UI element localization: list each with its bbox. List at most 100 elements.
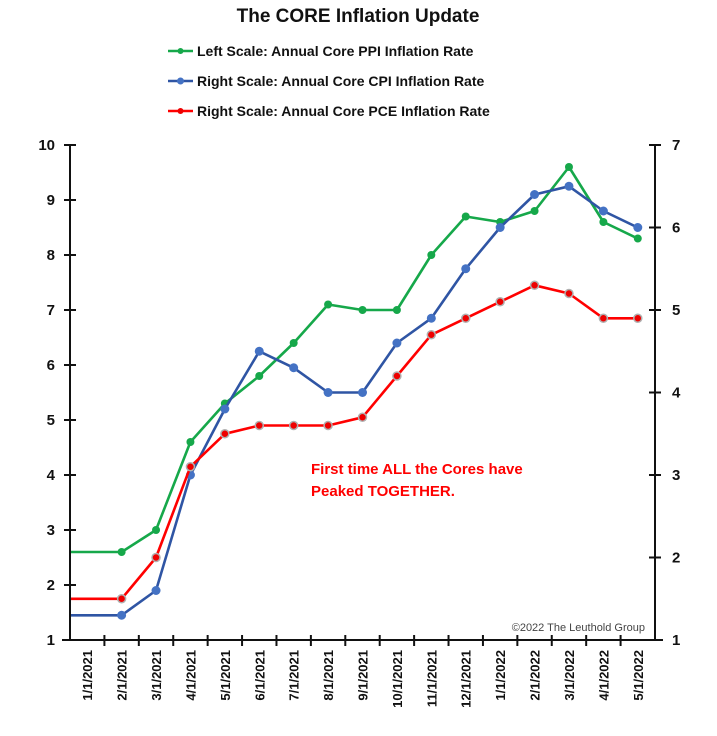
x-tick-label: 10/1/2021 (390, 650, 405, 708)
data-point (117, 610, 127, 620)
right-tick-label: 7 (672, 137, 680, 154)
x-tick-label: 2/1/2021 (115, 650, 130, 701)
data-point (220, 429, 230, 439)
x-tick-label: 3/1/2022 (562, 650, 577, 701)
annotation-line-2: Peaked TOGETHER. (311, 483, 455, 500)
data-point (633, 223, 643, 232)
x-tick-label: 8/1/2021 (321, 650, 336, 701)
legend-label: Right Scale: Annual Core PCE Inflation R… (197, 103, 490, 119)
left-tick-label: 9 (47, 192, 55, 209)
right-tick-label: 2 (672, 550, 680, 567)
copyright-credit: ©2022 The Leuthold Group (512, 622, 645, 634)
x-tick-label: 9/1/2021 (356, 650, 371, 701)
data-point (460, 313, 471, 323)
data-point (324, 300, 333, 309)
data-point (186, 438, 195, 446)
data-point (530, 190, 540, 199)
data-point (116, 594, 127, 604)
data-point (529, 280, 540, 290)
left-tick-label: 8 (47, 247, 55, 264)
x-tick-label: 2/1/2022 (528, 650, 543, 701)
data-point (220, 404, 230, 414)
data-point (357, 412, 368, 422)
data-point (151, 586, 161, 595)
right-tick-label: 5 (672, 302, 680, 319)
x-tick-label: 7/1/2021 (287, 650, 302, 701)
right-tick-label: 1 (672, 632, 680, 649)
legend-swatch-marker (177, 77, 184, 85)
annotation-line-1: First time ALL the Cores have (311, 461, 523, 478)
data-point (530, 207, 539, 215)
left-tick-label: 3 (47, 522, 55, 539)
left-tick-label: 4 (47, 467, 56, 484)
data-point (461, 212, 470, 221)
data-point (117, 548, 126, 556)
data-point (358, 388, 367, 397)
series-core-cpi (71, 181, 643, 620)
data-point (289, 363, 299, 373)
x-tick-label: 4/1/2022 (596, 650, 611, 701)
x-tick-label: 1/1/2022 (493, 650, 508, 701)
x-tick-label: 1/1/2021 (80, 650, 95, 701)
data-point (323, 420, 333, 431)
series-core-ppi (71, 163, 642, 556)
data-point (255, 372, 264, 380)
legend-swatch-marker (177, 108, 184, 114)
data-point (289, 339, 298, 347)
legend-label: Right Scale: Annual Core CPI Inflation R… (197, 73, 485, 89)
series-line (71, 185, 639, 617)
series-core-pce (71, 280, 643, 604)
legend-item: Right Scale: Annual Core PCE Inflation R… (168, 103, 490, 119)
data-point (599, 218, 608, 226)
x-tick-label: 5/1/2022 (631, 650, 646, 701)
x-axis-ticks: 1/1/2021 2/1/2021 3/1/2021 4/1/2021 5/1/2021… (80, 635, 646, 708)
data-point (392, 338, 402, 348)
x-tick-label: 12/1/2021 (459, 650, 474, 708)
data-point (598, 206, 608, 216)
legend: Left Scale: Annual Core PPI Inflation Ra… (168, 43, 490, 119)
series-line (71, 165, 639, 554)
left-tick-label: 1 (47, 632, 55, 649)
legend-item: Right Scale: Annual Core CPI Inflation R… (168, 73, 485, 89)
series-line (71, 284, 638, 601)
data-point (426, 313, 436, 323)
data-point (254, 420, 265, 431)
right-tick-label: 3 (672, 467, 680, 484)
x-tick-label: 5/1/2021 (218, 650, 233, 701)
data-point (152, 526, 161, 534)
left-tick-label: 2 (47, 577, 55, 594)
legend-swatch-marker (177, 48, 184, 54)
data-point (151, 552, 161, 563)
legend-label: Left Scale: Annual Core PPI Inflation Ra… (197, 43, 474, 59)
right-axis-ticks: 1 2 3 4 5 6 7 (649, 137, 681, 649)
x-tick-label: 6/1/2021 (252, 650, 267, 701)
left-tick-label: 5 (47, 412, 55, 429)
data-point (288, 420, 299, 431)
x-tick-label: 11/1/2021 (424, 650, 439, 707)
data-point (633, 234, 642, 243)
data-point (564, 288, 574, 299)
data-point (633, 313, 643, 323)
data-point (564, 163, 573, 171)
legend-item: Left Scale: Annual Core PPI Inflation Ra… (168, 43, 474, 59)
right-tick-label: 4 (672, 385, 681, 402)
data-point (185, 462, 196, 472)
data-point (426, 330, 437, 340)
data-point (564, 181, 574, 191)
data-point (323, 388, 333, 397)
left-tick-label: 10 (38, 137, 55, 154)
data-point (461, 264, 471, 274)
x-tick-label: 4/1/2021 (183, 650, 198, 701)
data-point (358, 306, 367, 314)
x-tick-label: 3/1/2021 (149, 650, 164, 701)
chart-title: The CORE Inflation Update (237, 6, 480, 27)
data-point (495, 297, 505, 307)
data-point (495, 223, 505, 232)
data-point (598, 313, 609, 323)
left-tick-label: 7 (47, 302, 55, 319)
data-point (427, 251, 436, 259)
left-tick-label: 6 (47, 357, 55, 374)
data-point (254, 346, 264, 356)
right-tick-label: 6 (672, 220, 680, 237)
